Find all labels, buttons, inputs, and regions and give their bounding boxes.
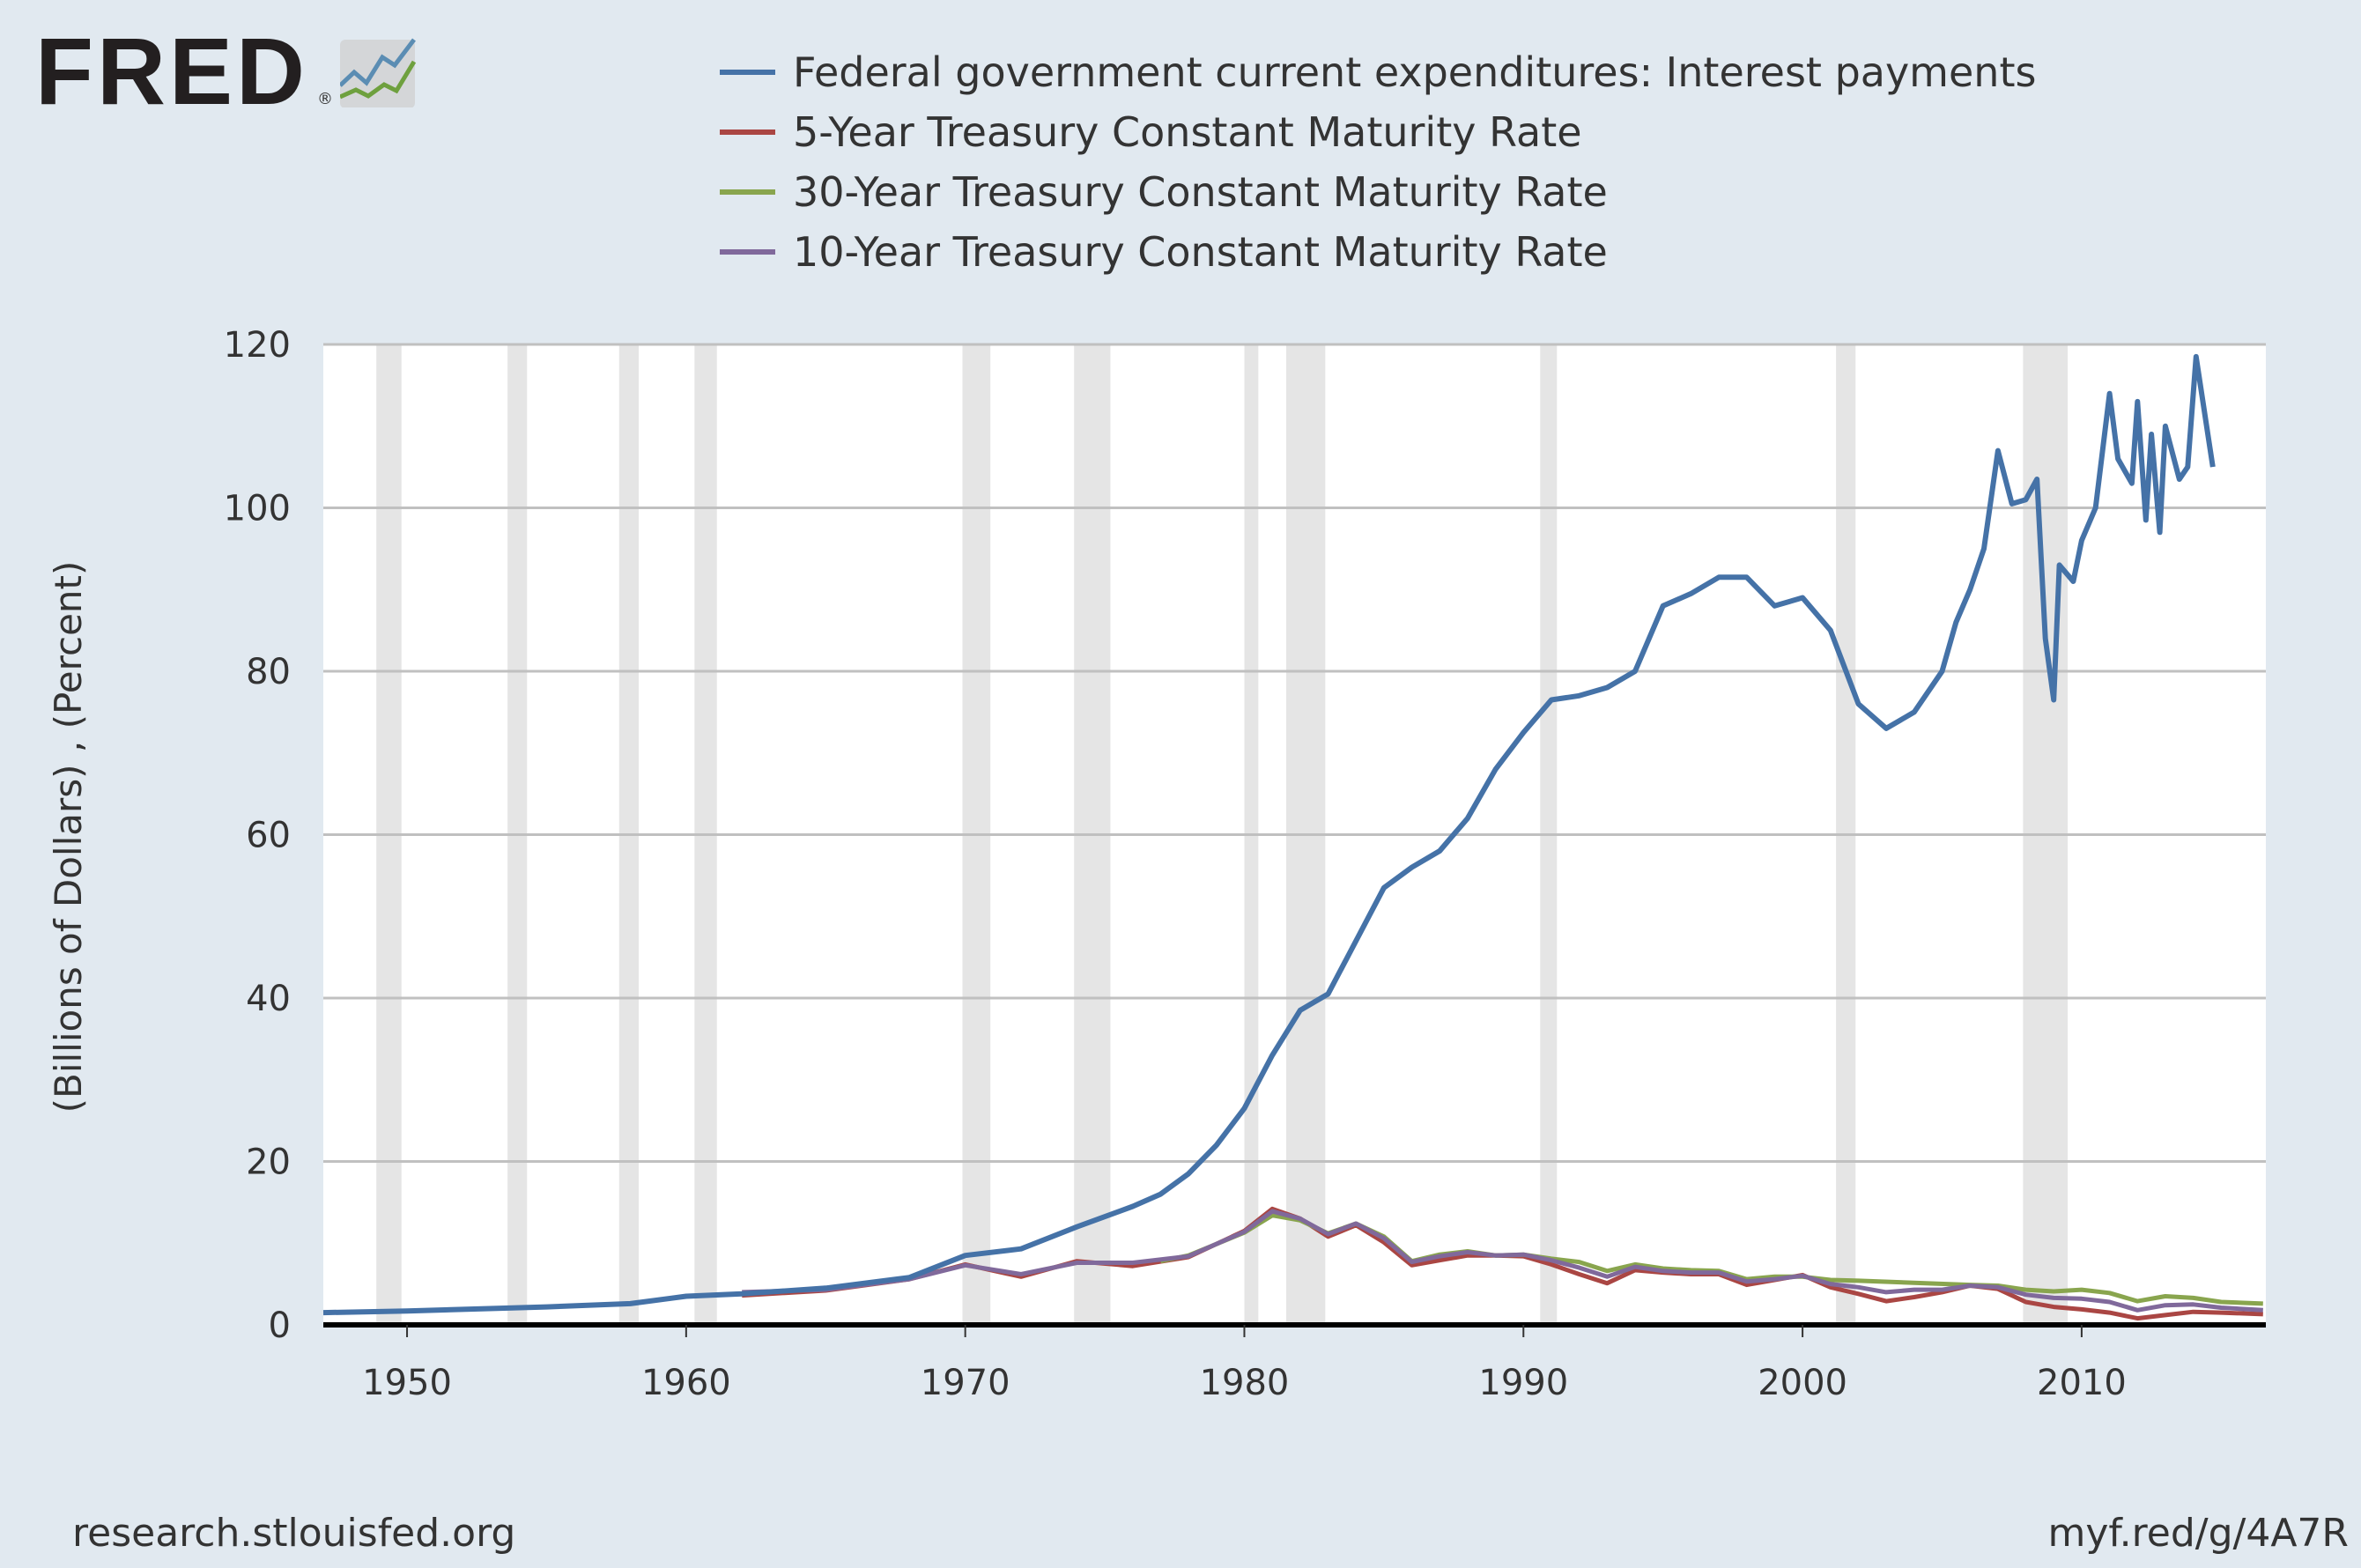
series-line-0 xyxy=(322,353,2216,1316)
y-tick-label: 120 xyxy=(224,325,291,366)
legend: Federal government current expenditures:… xyxy=(720,48,2036,276)
y-tick-label: 0 xyxy=(269,1305,291,1346)
x-tick-label: 2010 xyxy=(2037,1363,2127,1403)
x-tick-label: 1990 xyxy=(1478,1363,1568,1403)
y-tick-labels: 0 20 40 60 80 100 120 xyxy=(224,325,291,1346)
legend-label: 5-Year Treasury Constant Maturity Rate xyxy=(793,108,1582,156)
y-tick-label: 40 xyxy=(246,979,291,1019)
y-tick-label: 20 xyxy=(246,1143,291,1183)
source-link[interactable]: research.stlouisfed.org xyxy=(72,1511,516,1556)
x-tick-label: 2000 xyxy=(1758,1363,1847,1403)
y-tick-label: 60 xyxy=(246,816,291,856)
y-tick-label: 100 xyxy=(224,489,291,529)
x-tick-label: 1950 xyxy=(362,1363,452,1403)
legend-label: 30-Year Treasury Constant Maturity Rate xyxy=(793,168,1608,216)
gridlines xyxy=(323,343,2266,1163)
logo-chart-icon xyxy=(340,38,417,107)
legend-label: Federal government current expenditures:… xyxy=(793,48,2036,96)
legend-label: 10-Year Treasury Constant Maturity Rate xyxy=(793,228,1608,276)
x-tick-labels: 1950 1960 1970 1980 1990 2000 2010 xyxy=(362,1325,2127,1403)
x-tick-label: 1960 xyxy=(641,1363,731,1403)
y-tick-label: 80 xyxy=(246,652,291,692)
x-tick-label: 1980 xyxy=(1200,1363,1290,1403)
x-tick-label: 1970 xyxy=(921,1363,1010,1403)
registered-mark: ® xyxy=(317,90,333,108)
logo-text: FRED xyxy=(35,18,308,124)
y-axis-label: (Billions of Dollars) , (Percent) xyxy=(47,561,90,1113)
series-line-3 xyxy=(742,1209,2263,1313)
series-lines xyxy=(322,353,2263,1321)
short-link[interactable]: myf.red/g/4A7R xyxy=(2047,1511,2349,1556)
fred-logo[interactable]: FRED ® xyxy=(35,18,418,124)
